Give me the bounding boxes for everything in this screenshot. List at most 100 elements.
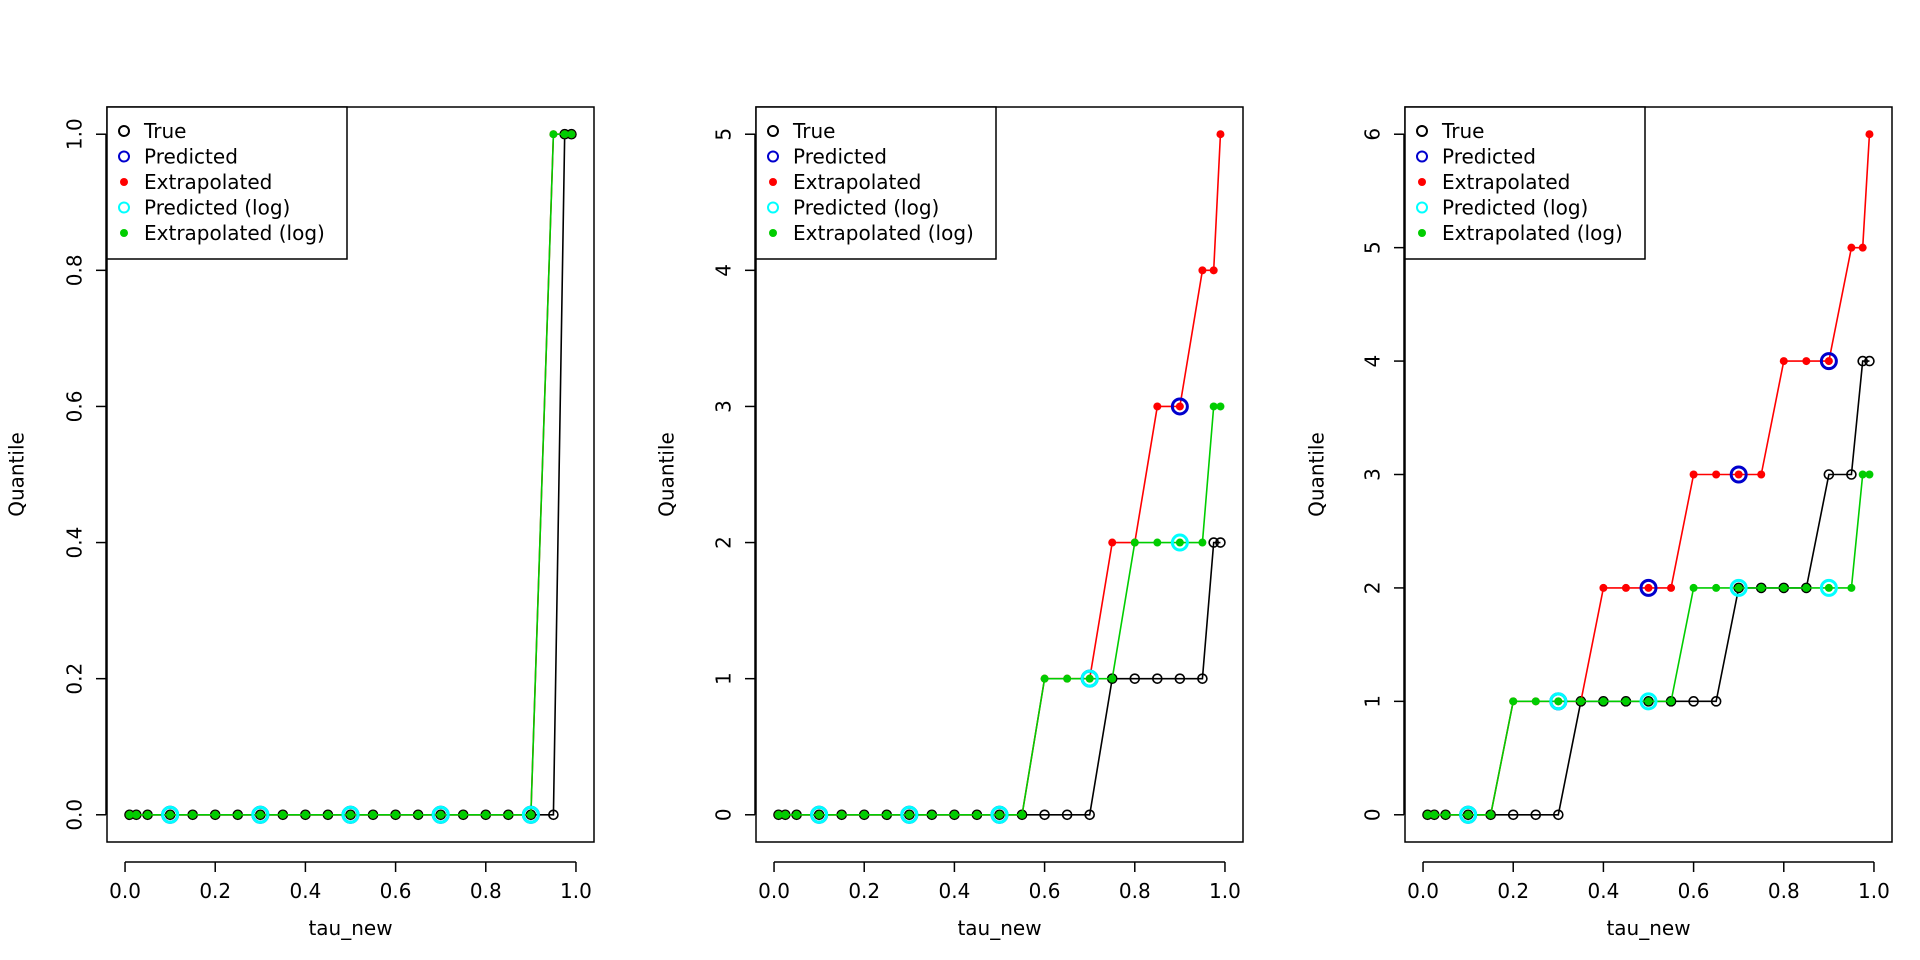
- data-point-true: [1152, 673, 1163, 684]
- x-tick-label: 1.0: [1858, 879, 1890, 903]
- y-axis-title: Quantile: [1305, 432, 1329, 517]
- y-tick-label: 4: [1361, 355, 1385, 368]
- legend-marker-predicted-log: [118, 201, 130, 214]
- data-point-extrapolated-log: [256, 810, 265, 819]
- legend-box: [755, 106, 997, 260]
- y-tick-label: 1.0: [63, 118, 87, 150]
- data-point-extrapolated-log: [1153, 538, 1162, 547]
- data-point-extrapolated-log: [774, 810, 783, 819]
- data-point-true: [1129, 673, 1141, 684]
- data-point-extrapolated-log: [1198, 538, 1207, 547]
- data-point-extrapolated-log: [1667, 697, 1676, 706]
- legend-box: [106, 106, 348, 260]
- legend-label: Predicted: [1442, 145, 1536, 169]
- y-tick-label: 5: [712, 128, 736, 141]
- legend-marker-true: [118, 125, 130, 137]
- data-point-extrapolated-log: [1209, 402, 1218, 411]
- data-point-true: [1215, 537, 1226, 548]
- data-point-true: [1710, 696, 1722, 707]
- data-point-predicted: [1639, 578, 1658, 597]
- y-tick-label: 0.4: [63, 527, 87, 559]
- data-point-extrapolated-log: [1175, 538, 1184, 547]
- data-point-extrapolated: [1757, 470, 1766, 479]
- y-axis-title: Quantile: [655, 432, 679, 517]
- legend-label: Extrapolated: [144, 170, 272, 194]
- data-point-true: [1864, 355, 1875, 367]
- plot-frame: [106, 106, 595, 843]
- data-point-predicted-log: [1639, 692, 1658, 711]
- data-point-extrapolated: [1644, 583, 1653, 592]
- legend-label: True: [143, 119, 186, 143]
- data-point-extrapolated-log: [995, 810, 1004, 819]
- chart-panel-2: 0.0 0.2 0.4 0.6 0.8 1.0 tau_new 0 1 2 3 4 5 Quantile T…: [655, 106, 1244, 940]
- legend-marker-predicted: [767, 150, 779, 163]
- data-point-true: [1857, 355, 1868, 367]
- legend-label: Predicted (log): [793, 196, 939, 220]
- data-point-extrapolated: [1689, 470, 1698, 479]
- legend-label: Predicted: [144, 145, 238, 169]
- data-point-predicted-log: [1459, 805, 1478, 824]
- data-point-true: [1846, 469, 1857, 480]
- data-point-extrapolated: [1198, 266, 1207, 275]
- x-tick-label: 0.6: [1029, 879, 1061, 903]
- data-point-extrapolated: [1712, 470, 1721, 479]
- data-point-extrapolated-log: [1644, 697, 1653, 706]
- x-tick-label: 1.0: [560, 879, 592, 903]
- x-tick-label: 0.6: [1678, 879, 1710, 903]
- x-tick-label: 0.2: [848, 879, 880, 903]
- data-point-extrapolated-log: [1464, 810, 1473, 819]
- data-point-extrapolated: [1779, 357, 1788, 366]
- y-tick-label: 0.2: [63, 663, 87, 695]
- data-point-extrapolated-log: [1531, 697, 1540, 706]
- data-point-extrapolated-log: [211, 810, 220, 819]
- legend-label: Predicted: [793, 145, 887, 169]
- legend-label: Extrapolated: [1442, 170, 1570, 194]
- data-point-extrapolated-log: [369, 810, 378, 819]
- x-tick-label: 0.4: [290, 879, 322, 903]
- data-point-extrapolated: [1667, 583, 1676, 592]
- data-point-extrapolated-log: [323, 810, 332, 819]
- y-tick-label: 0.8: [63, 254, 87, 286]
- data-point-extrapolated-log: [414, 810, 423, 819]
- data-point-extrapolated-log: [1430, 810, 1439, 819]
- data-point-extrapolated-log: [1757, 583, 1766, 592]
- y-tick-label: 6: [1361, 128, 1385, 141]
- data-point-extrapolated-log: [1824, 583, 1833, 592]
- data-point-extrapolated-log: [1599, 697, 1608, 706]
- series-line-true: [778, 541, 1221, 816]
- data-point-true: [1061, 809, 1073, 821]
- data-point-extrapolated: [1802, 357, 1811, 366]
- data-point-extrapolated: [1865, 130, 1874, 139]
- y-tick-label: 4: [712, 264, 736, 277]
- x-tick-label: 1.0: [1209, 879, 1241, 903]
- data-point-true: [1823, 469, 1835, 480]
- data-point-extrapolated: [1209, 266, 1218, 275]
- data-point-extrapolated-log: [1734, 583, 1743, 592]
- data-point-extrapolated-log: [1689, 583, 1698, 592]
- data-point-extrapolated-log: [1063, 674, 1072, 683]
- data-point-extrapolated-log: [1712, 583, 1721, 592]
- data-point-extrapolated-log: [792, 810, 801, 819]
- y-tick-label: 3: [1361, 468, 1385, 481]
- series-line-extrapolated-log: [778, 405, 1221, 816]
- legend-label: Predicted (log): [1442, 196, 1588, 220]
- data-point-extrapolated-log: [1554, 697, 1563, 706]
- x-tick-label: 0.8: [470, 879, 502, 903]
- legend-marker-predicted-log: [1416, 201, 1428, 214]
- data-point-extrapolated-log: [560, 130, 569, 139]
- x-tick-label: 0.2: [1497, 879, 1529, 903]
- data-point-extrapolated: [1599, 583, 1608, 592]
- data-point-true: [548, 809, 559, 821]
- y-axis-title: Quantile: [5, 432, 29, 517]
- data-point-extrapolated-log: [1509, 697, 1518, 706]
- data-point-extrapolated-log: [504, 810, 513, 819]
- y-tick-label: 0.0: [63, 799, 87, 831]
- x-tick-label: 0.8: [1119, 879, 1151, 903]
- legend-marker-extrapolated-log: [769, 229, 777, 237]
- data-point-extrapolated-log: [143, 810, 152, 819]
- data-point-predicted-log: [1170, 533, 1189, 552]
- legend-label: Extrapolated: [793, 170, 921, 194]
- data-point-extrapolated-log: [1423, 810, 1432, 819]
